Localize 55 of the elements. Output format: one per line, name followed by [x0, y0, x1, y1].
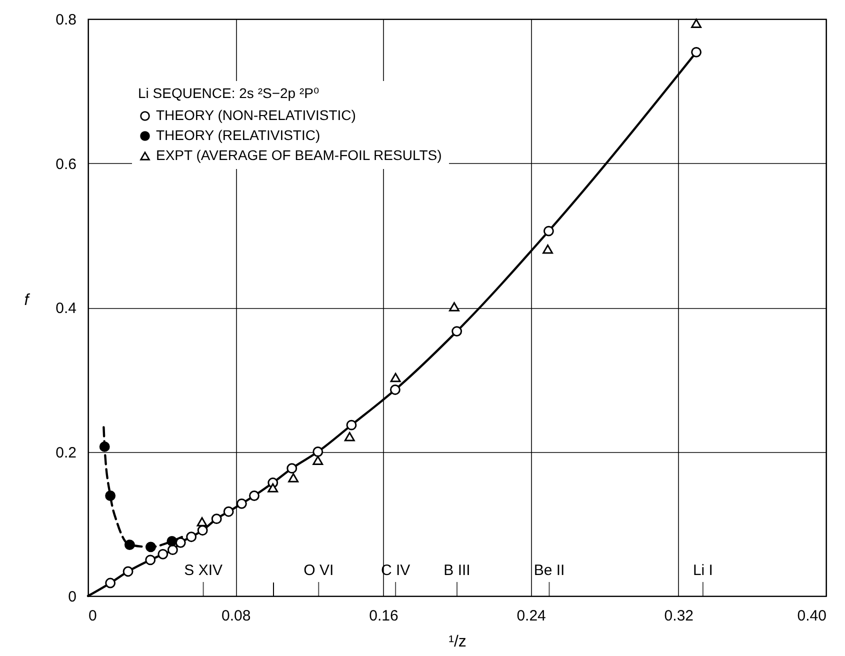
point [691, 46, 702, 58]
point [344, 432, 355, 442]
y-tick-label: 0.2 [56, 444, 76, 462]
ref-line-label: S XIV [184, 562, 222, 579]
x-tick-label: 0.32 [664, 608, 694, 624]
point [122, 566, 134, 577]
point [449, 302, 460, 312]
point [312, 446, 324, 457]
point [196, 517, 208, 526]
point [286, 463, 298, 474]
x-tick-label: 0.24 [516, 608, 546, 624]
x-tick-label: 0.16 [369, 608, 398, 624]
legend-label: THEORY (RELATIVISTIC) [156, 127, 320, 143]
point [211, 514, 222, 524]
point [105, 490, 116, 501]
y-tick-label: 0.4 [56, 300, 76, 317]
ref-line-label: O VI [304, 562, 334, 579]
ref-line-label: Li I [692, 562, 713, 579]
y-tick-label: 0.6 [56, 156, 76, 173]
legend-title: Li SEQUENCE: 2s ²S−2p ²P⁰ [138, 85, 320, 101]
y-tick-label: 0.8 [56, 12, 76, 28]
point [223, 506, 234, 517]
point [175, 537, 186, 548]
point [288, 473, 299, 482]
point [186, 532, 197, 542]
point [268, 483, 278, 492]
point [390, 372, 401, 382]
y-tick-label: 0 [68, 588, 76, 606]
point [145, 554, 156, 566]
point [167, 544, 178, 556]
x-tick-label: 0 [88, 608, 97, 624]
point [99, 441, 110, 452]
point [312, 456, 324, 466]
point [543, 226, 554, 236]
y-axis-title: f [24, 292, 30, 309]
ref-line-label: Be II [534, 562, 565, 579]
ref-line-label: B III [444, 562, 470, 579]
point [124, 540, 135, 550]
point [691, 18, 702, 28]
point [146, 542, 156, 552]
legend-label: EXPT (AVERAGE OF BEAM-FOIL RESULTS) [156, 147, 442, 163]
legend-label: THEORY (NON-RELATIVISTIC) [156, 107, 356, 123]
point [158, 548, 168, 560]
point [236, 498, 247, 509]
point [197, 525, 208, 536]
point [166, 536, 178, 546]
x-tick-label: 0.08 [222, 608, 251, 624]
x-axis-title: ¹/z [448, 634, 466, 650]
point [542, 244, 553, 254]
point [249, 490, 260, 501]
point [346, 420, 357, 430]
x-tick-label: 0.40 [797, 608, 826, 624]
point [105, 578, 116, 588]
point [390, 384, 400, 395]
point [452, 326, 462, 337]
